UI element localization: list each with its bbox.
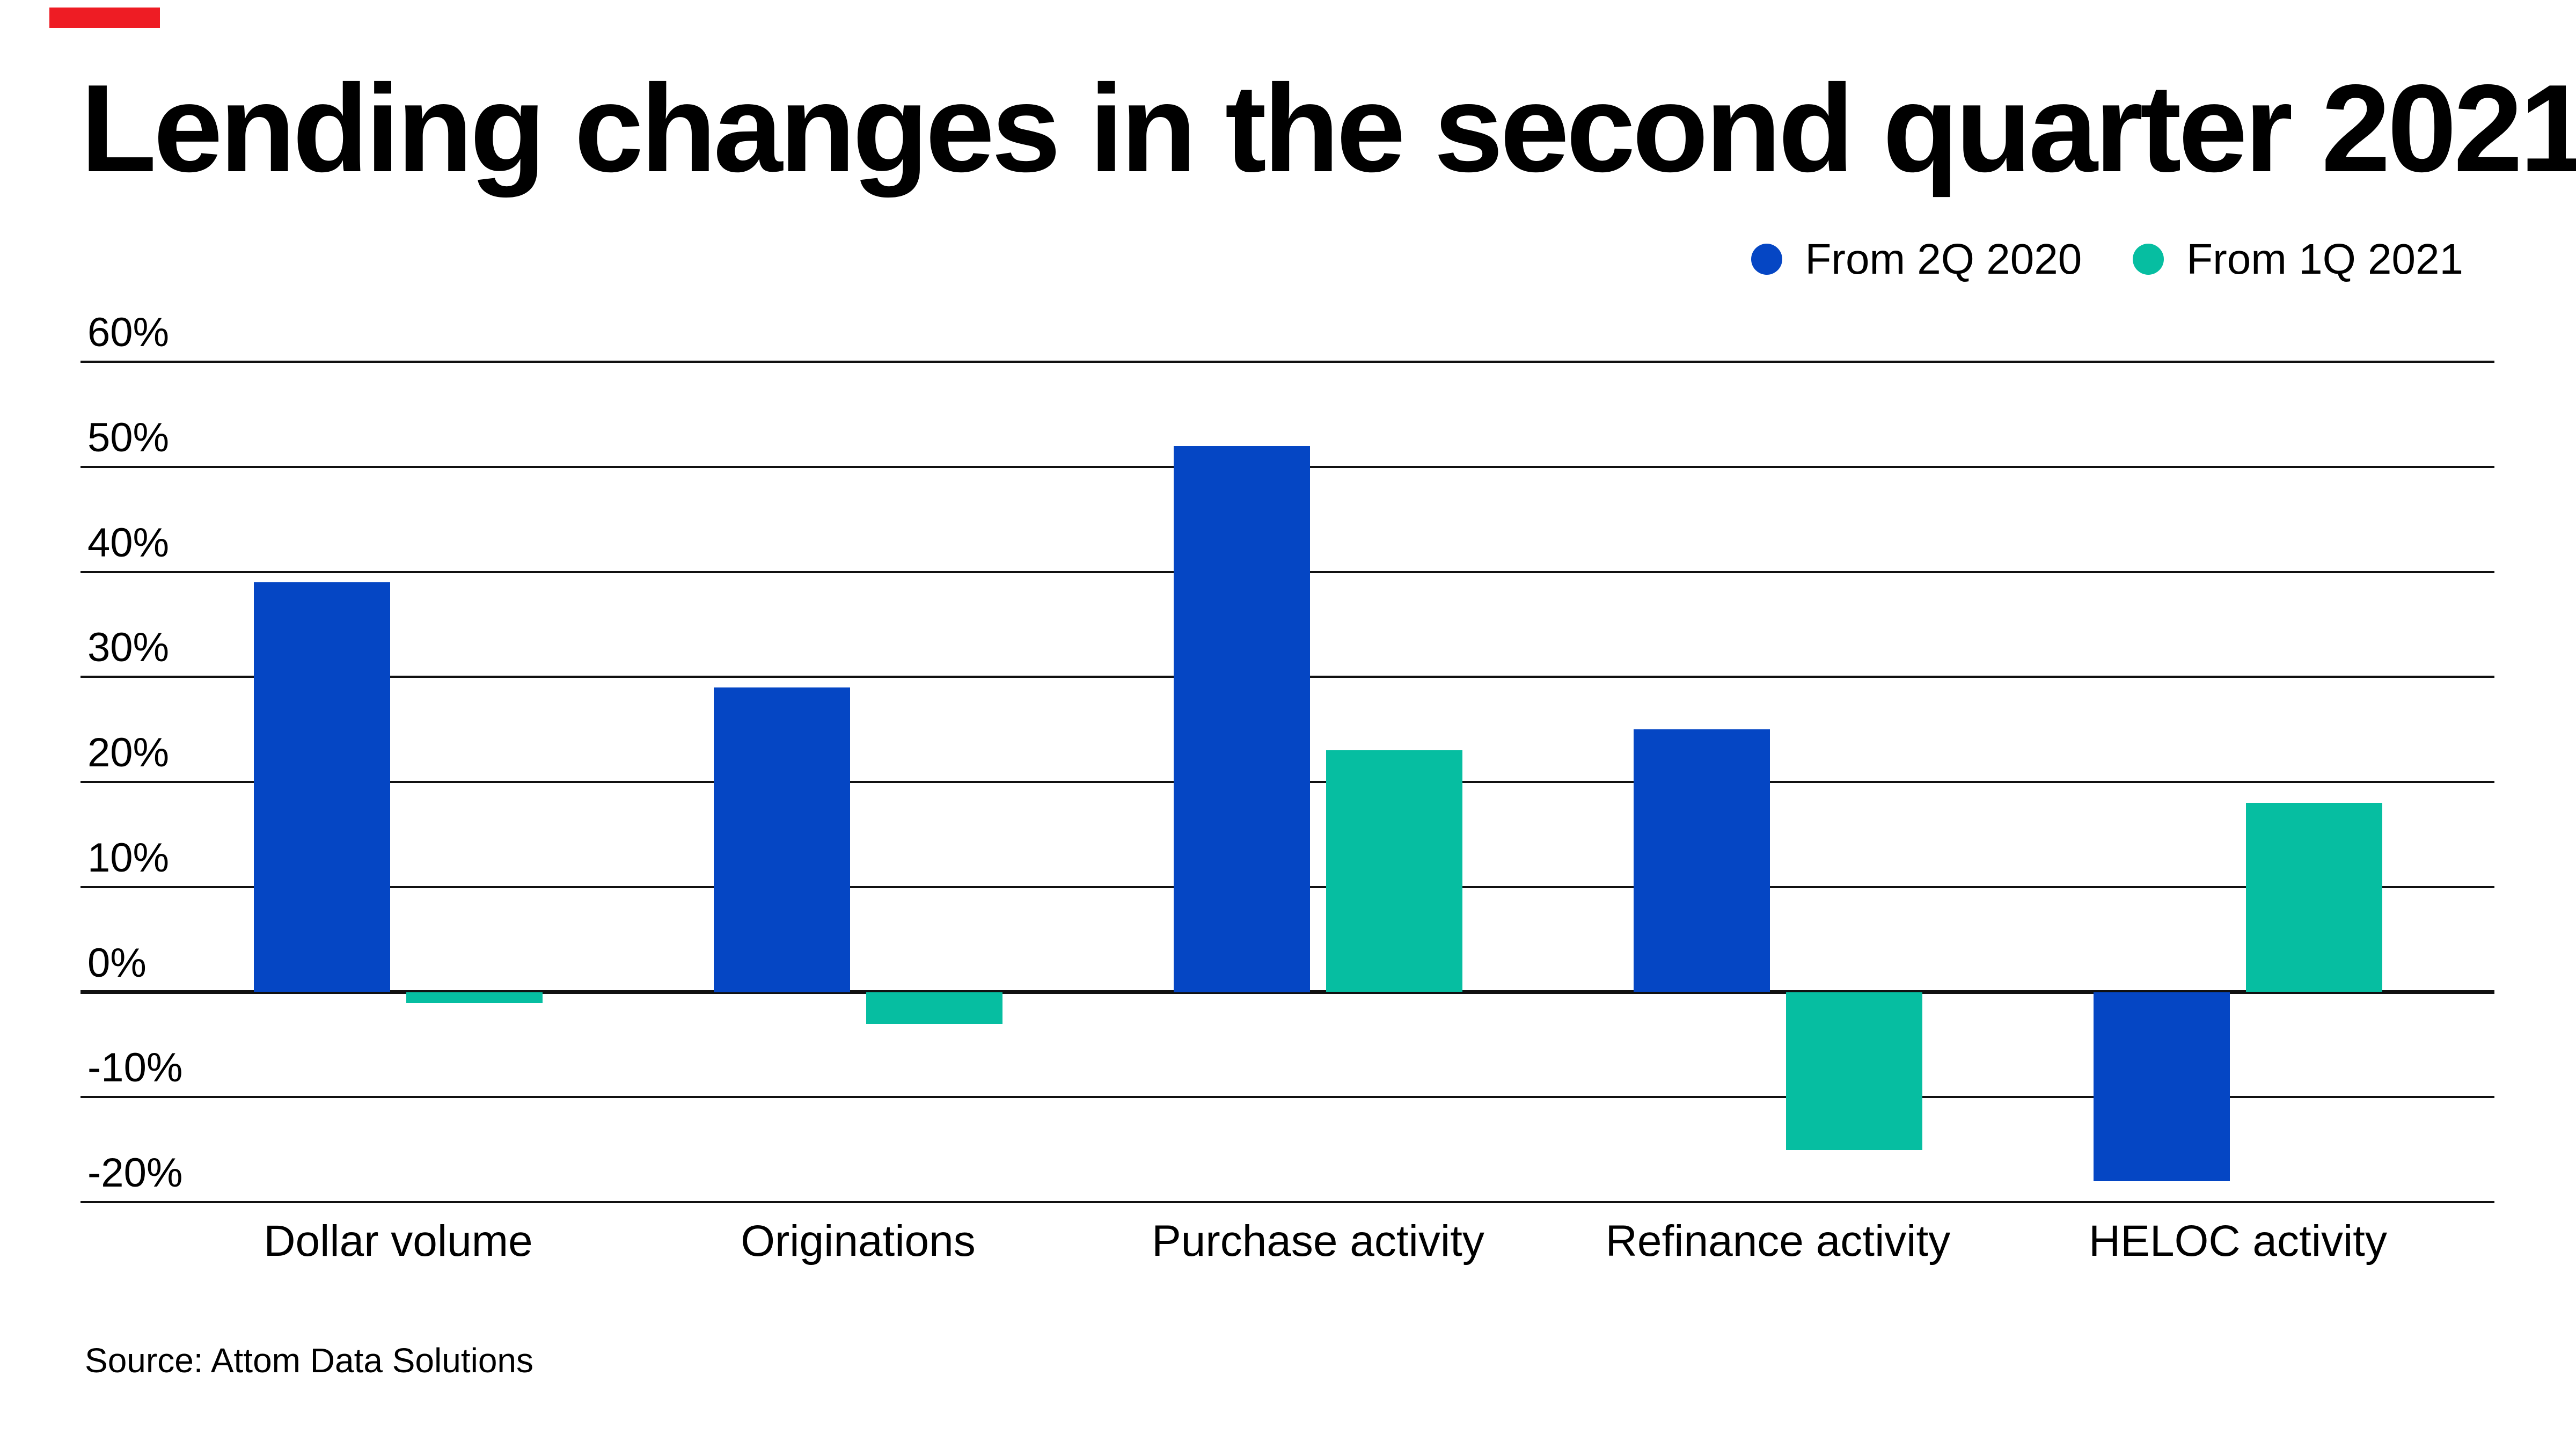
- bar-originations-from-2q2020: [714, 687, 850, 992]
- bar-refinance-activity-from-2q2020: [1634, 729, 1770, 992]
- bar-purchase-activity-from-2q2020: [1174, 446, 1310, 992]
- x-axis-label-purchase-activity: Purchase activity: [1152, 1217, 1484, 1265]
- legend: From 2Q 2020 From 1Q 2021: [1751, 230, 2463, 289]
- brand-accent-bar: [49, 8, 160, 28]
- x-axis-label-refinance-activity: Refinance activity: [1605, 1217, 1951, 1265]
- x-axis-label-heloc-activity: HELOC activity: [2089, 1217, 2387, 1265]
- gridline--20: [80, 1201, 2494, 1203]
- x-axis-label-originations: Originations: [741, 1217, 976, 1265]
- y-axis-tick-label: 10%: [87, 835, 170, 881]
- legend-label: From 2Q 2020: [1805, 235, 2082, 283]
- y-axis-tick-label: 40%: [87, 520, 170, 566]
- chart-title: Lending changes in the second quarter 20…: [80, 59, 2576, 198]
- bar-heloc-activity-from-2q2020: [2094, 992, 2230, 1181]
- legend-item-from-1q-2021: From 1Q 2021: [2133, 235, 2463, 284]
- legend-item-from-2q-2020: From 2Q 2020: [1751, 235, 2082, 284]
- legend-dot-teal-icon: [2133, 244, 2164, 275]
- x-axis-label-dollar-volume: Dollar volume: [264, 1217, 533, 1265]
- y-axis-tick-label: -20%: [87, 1150, 183, 1196]
- source-note: Source: Attom Data Solutions: [85, 1341, 533, 1380]
- bar-purchase-activity-from-1q2021: [1326, 750, 1462, 992]
- y-axis-tick-label: 60%: [87, 310, 170, 355]
- y-axis-tick-label: -10%: [87, 1045, 183, 1091]
- y-axis-tick-label: 50%: [87, 415, 170, 460]
- y-axis-tick-label: 20%: [87, 730, 170, 775]
- legend-dot-blue-icon: [1751, 244, 1783, 275]
- bar-dollar-volume-from-1q2021: [406, 992, 543, 1003]
- y-axis-tick-label: 0%: [87, 940, 147, 986]
- y-axis-tick-label: 30%: [87, 625, 170, 670]
- bar-dollar-volume-from-2q2020: [254, 582, 390, 992]
- legend-label: From 1Q 2021: [2186, 235, 2463, 283]
- bar-heloc-activity-from-1q2021: [2246, 803, 2382, 992]
- bar-refinance-activity-from-1q2021: [1786, 992, 1922, 1150]
- bar-originations-from-1q2021: [866, 992, 1002, 1024]
- gridline--10: [80, 1096, 2494, 1098]
- gridline-60: [80, 361, 2494, 363]
